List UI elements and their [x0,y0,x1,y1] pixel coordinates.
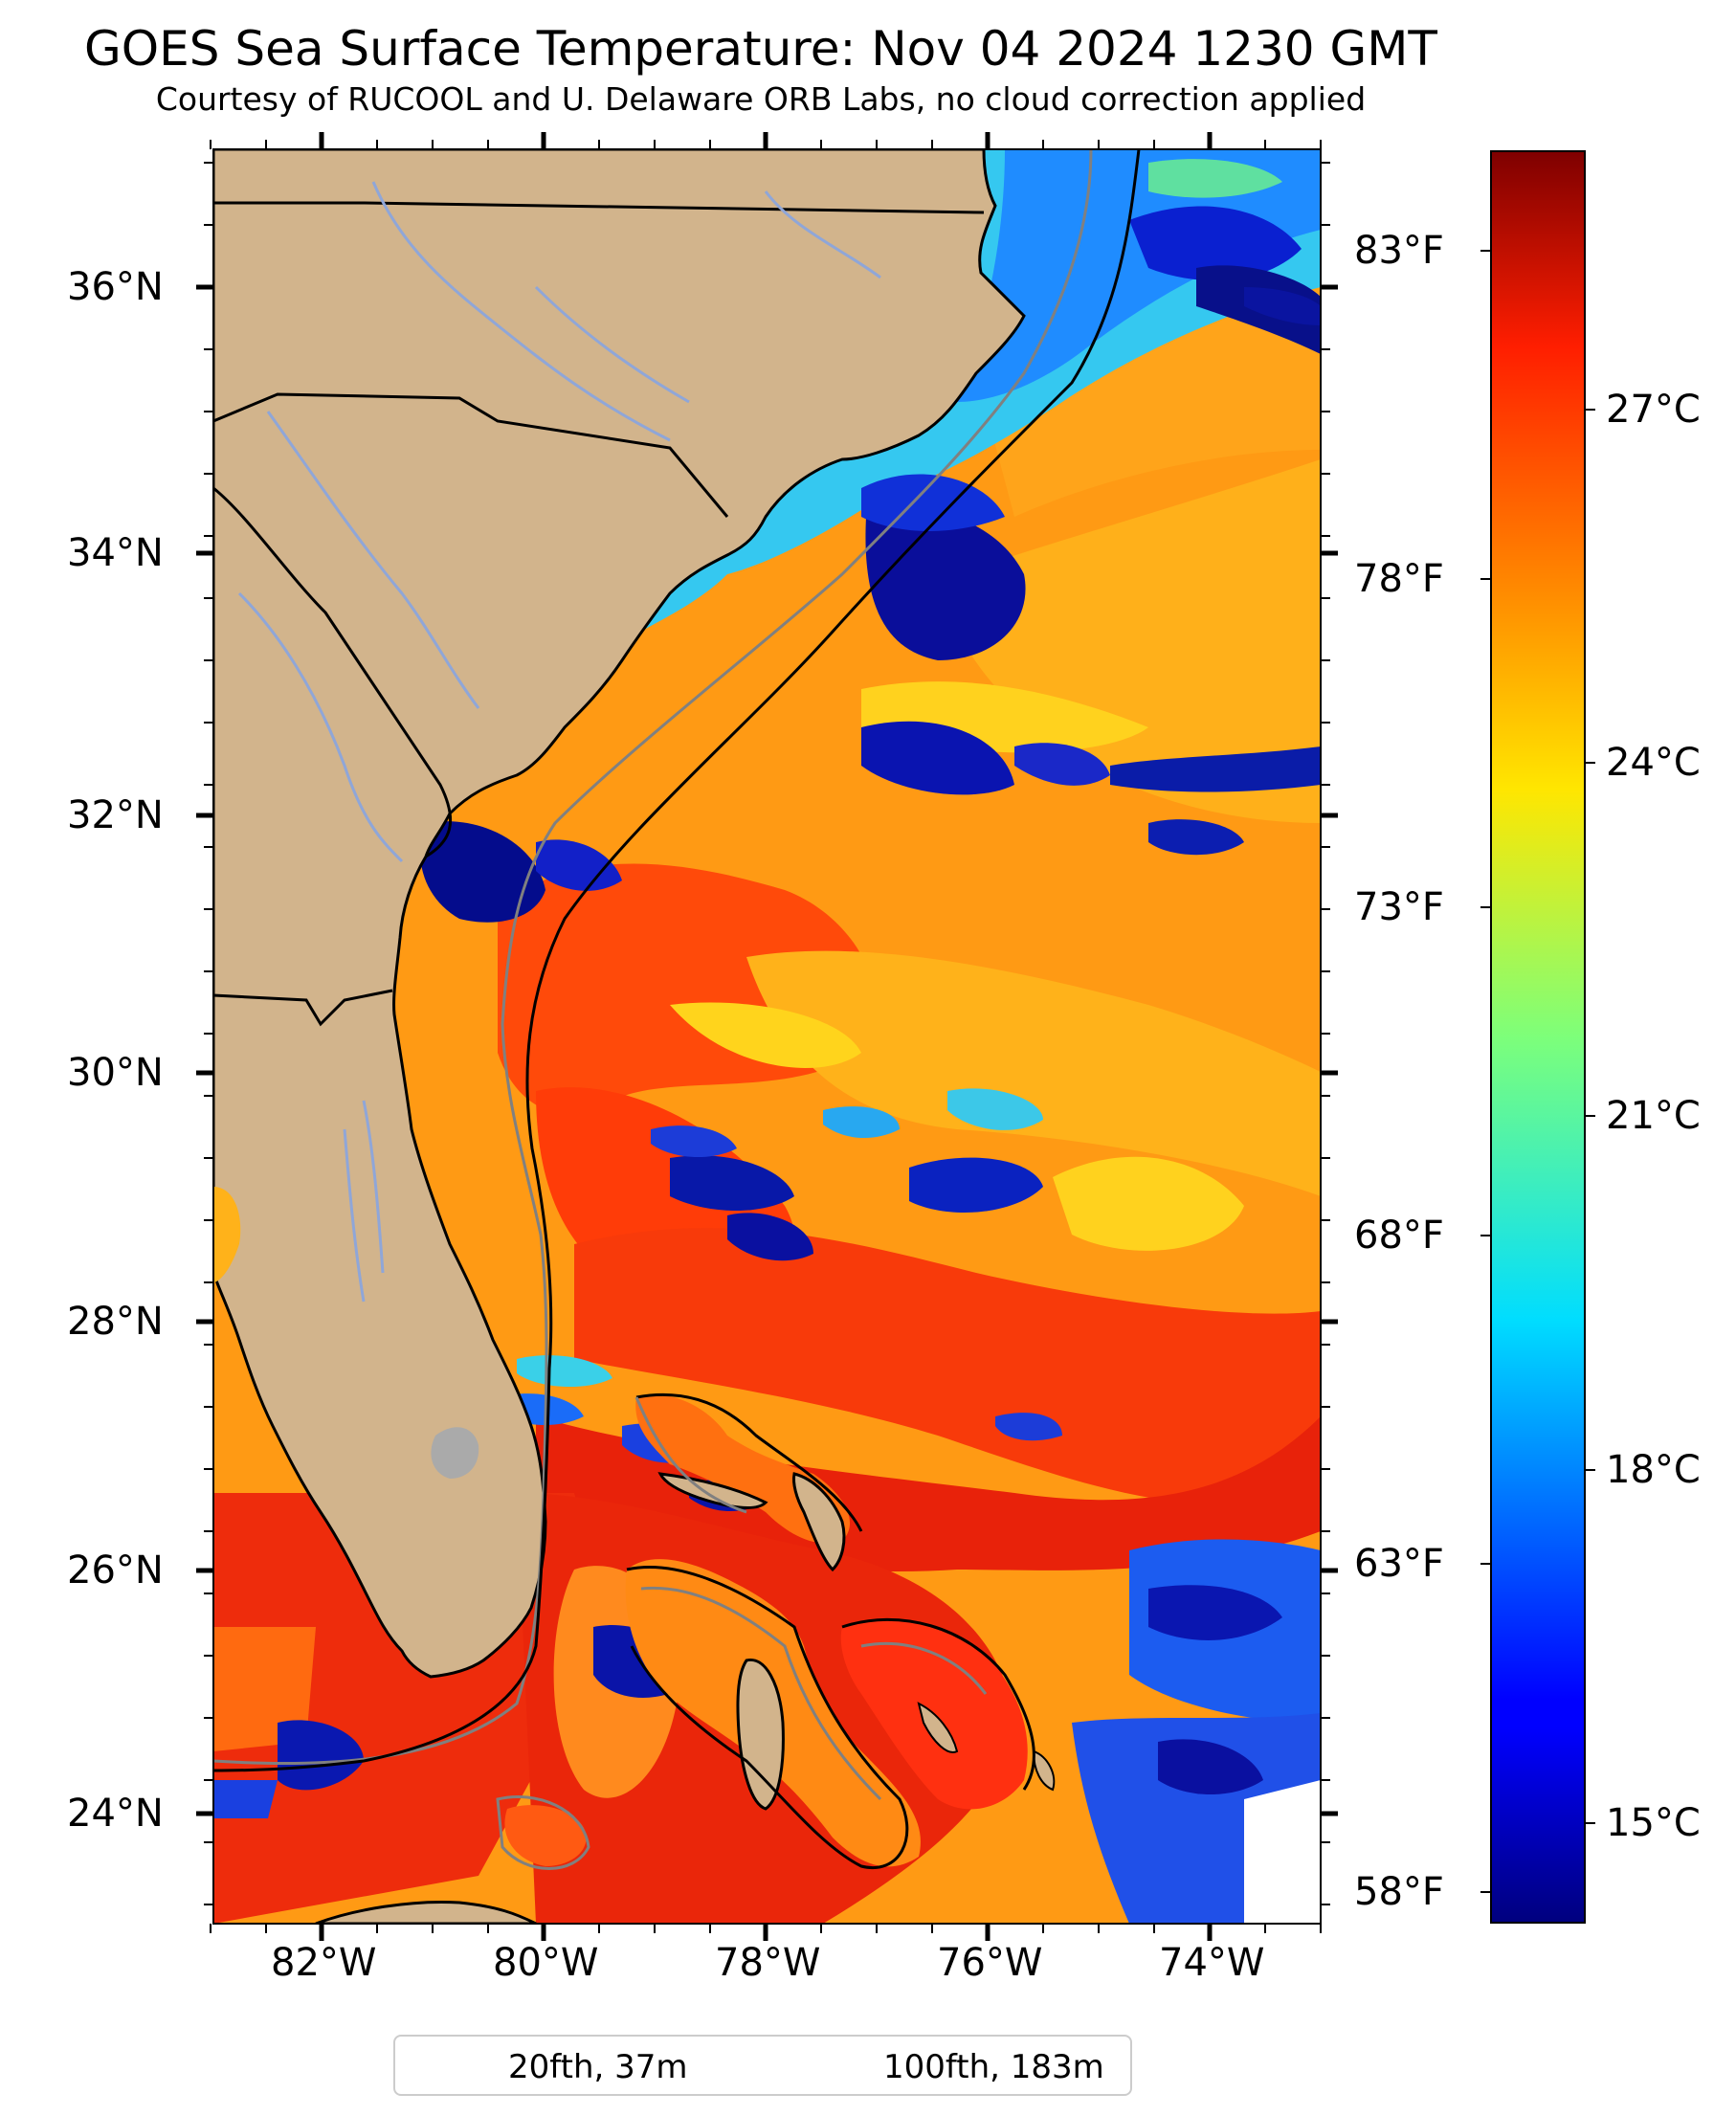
lon-label-78: 78°W [715,1941,821,1985]
lat-label-26: 26°N [67,1548,164,1593]
f-label-68: 68°F [1354,1214,1444,1258]
map-subtitle: Courtesy of RUCOOL and U. Delaware ORB L… [155,80,1367,118]
lat-label-28: 28°N [67,1300,164,1344]
rivers [237,181,881,1303]
f-label-63: 63°F [1354,1542,1444,1586]
c-label-27: 27°C [1606,388,1701,432]
f-label-58: 58°F [1354,1870,1444,1914]
legend-label-100fth: 100fth, 183m [883,2048,1104,2086]
lat-label-24: 24°N [67,1792,164,1836]
legend-item-100fth: 100fth, 183m [883,2046,1104,2088]
colorbar-gradient [1492,152,1584,1922]
lat-label-36: 36°N [67,265,164,309]
legend-label-20fth: 20fth, 37m [508,2048,688,2086]
c-label-21: 21°C [1606,1094,1701,1138]
lon-label-82: 82°W [271,1941,377,1985]
c-label-24: 24°C [1606,741,1701,785]
isobaths [213,149,1141,1870]
f-label-83: 83°F [1354,229,1444,273]
land [213,149,1056,1924]
colorbar-ticks [1480,250,1595,1893]
f-label-73: 73°F [1354,885,1444,929]
state-borders [213,201,985,1027]
lat-label-32: 32°N [67,793,164,837]
lon-label-76: 76°W [937,1941,1043,1985]
lon-label-74: 74°W [1159,1941,1265,1985]
lon-label-80: 80°W [493,1941,599,1985]
lat-label-34: 34°N [67,531,164,575]
map-title: GOES Sea Surface Temperature: Nov 04 202… [84,21,1437,77]
f-label-78: 78°F [1354,557,1444,601]
colorbar-frame [1490,150,1586,1924]
isobath-legend: 20fth, 37m 100fth, 183m [393,2035,1132,2096]
c-label-15: 15°C [1606,1801,1701,1845]
minor-ticks [204,140,1330,1933]
c-label-18: 18°C [1606,1448,1701,1492]
lat-label-30: 30°N [67,1051,164,1095]
legend-item-20fth: 20fth, 37m [508,2046,688,2088]
